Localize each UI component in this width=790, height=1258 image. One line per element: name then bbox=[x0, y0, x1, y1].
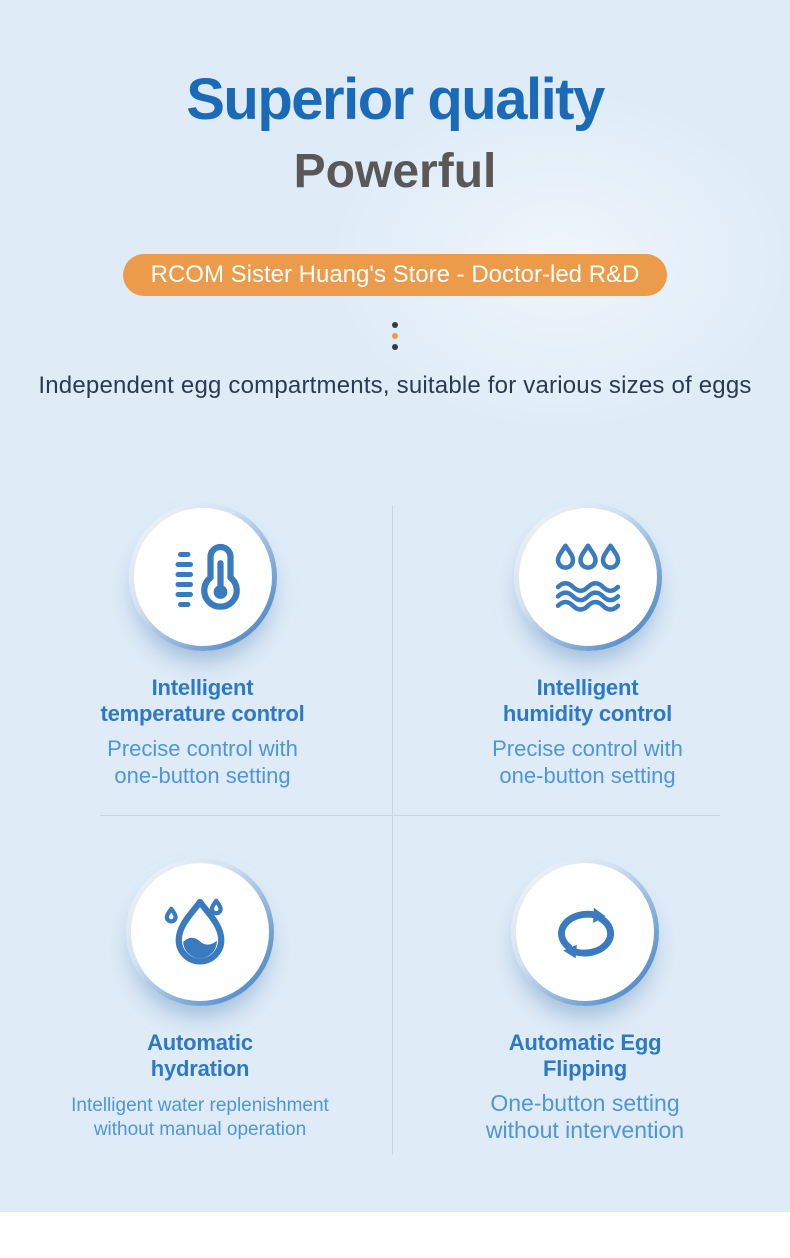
icon-ring bbox=[128, 503, 277, 651]
feature-desc-line: without intervention bbox=[485, 1117, 685, 1143]
page-title: Superior quality bbox=[186, 67, 605, 132]
feature-title: Automatic hydration bbox=[147, 1030, 253, 1082]
feature-title: Intelligent humidity control bbox=[503, 675, 672, 727]
icon-ring bbox=[511, 858, 659, 1006]
feature-automatic-egg-flipping: Automatic Egg Flipping One-button settin… bbox=[410, 858, 760, 1144]
feature-title-line: humidity control bbox=[502, 701, 673, 726]
feature-title-line: temperature control bbox=[100, 701, 305, 726]
store-badge: RCOM Sister Huang's Store - Doctor-led R… bbox=[122, 254, 668, 296]
feature-title-line: Automatic Egg bbox=[508, 1030, 662, 1055]
feature-title-line: Intelligent bbox=[151, 675, 254, 700]
feature-desc-line: Precise control with bbox=[107, 736, 298, 761]
feature-desc-line: One-button setting bbox=[490, 1090, 680, 1116]
feature-description: Precise control with one-button setting bbox=[107, 735, 298, 789]
humidity-icon bbox=[555, 543, 620, 612]
icon-circle bbox=[133, 508, 272, 646]
feature-desc-line: one-button setting bbox=[499, 763, 676, 788]
dot-top bbox=[392, 322, 398, 328]
feature-description: One-button setting without intervention bbox=[486, 1090, 684, 1144]
feature-title-line: hydration bbox=[150, 1056, 250, 1081]
icon-circle bbox=[516, 863, 654, 1001]
feature-desc-line: one-button setting bbox=[114, 763, 291, 788]
icon-circle bbox=[518, 508, 657, 646]
thermometer-icon bbox=[175, 543, 240, 610]
store-badge-row: RCOM Sister Huang's Store - Doctor-led R… bbox=[0, 254, 790, 296]
ellipsis-dots-icon bbox=[0, 322, 790, 350]
icon-ring bbox=[513, 503, 662, 651]
feature-description: Precise control with one-button setting bbox=[492, 735, 683, 789]
feature-title-line: Automatic bbox=[147, 1030, 253, 1055]
dot-middle bbox=[392, 333, 398, 339]
icon-ring bbox=[126, 858, 274, 1006]
feature-title-line: Flipping bbox=[543, 1056, 627, 1081]
tagline-text: Independent egg compartments, suitable f… bbox=[38, 372, 752, 399]
page-subtitle: Powerful bbox=[293, 145, 497, 198]
feature-temperature-control: Intelligent temperature control Precise … bbox=[35, 503, 370, 789]
feature-title-line: Intelligent bbox=[536, 675, 639, 700]
footer-white-strip bbox=[0, 1212, 790, 1258]
feature-humidity-control: Intelligent humidity control Precise con… bbox=[420, 503, 755, 789]
feature-desc-line: Precise control with bbox=[492, 736, 683, 761]
vertical-divider bbox=[392, 505, 393, 1155]
feature-desc-line: without manual operation bbox=[93, 1119, 307, 1140]
dot-bottom bbox=[392, 344, 398, 350]
hydration-icon bbox=[164, 898, 225, 965]
icon-circle bbox=[131, 863, 269, 1001]
feature-description: Intelligent water replenishment without … bbox=[71, 1094, 329, 1142]
egg-flipping-icon bbox=[558, 907, 614, 959]
horizontal-divider bbox=[100, 815, 720, 816]
feature-automatic-hydration: Automatic hydration Intelligent water re… bbox=[20, 858, 380, 1142]
feature-title: Automatic Egg Flipping bbox=[509, 1030, 662, 1082]
feature-title: Intelligent temperature control bbox=[100, 675, 304, 727]
feature-desc-line: Intelligent water replenishment bbox=[71, 1095, 329, 1116]
